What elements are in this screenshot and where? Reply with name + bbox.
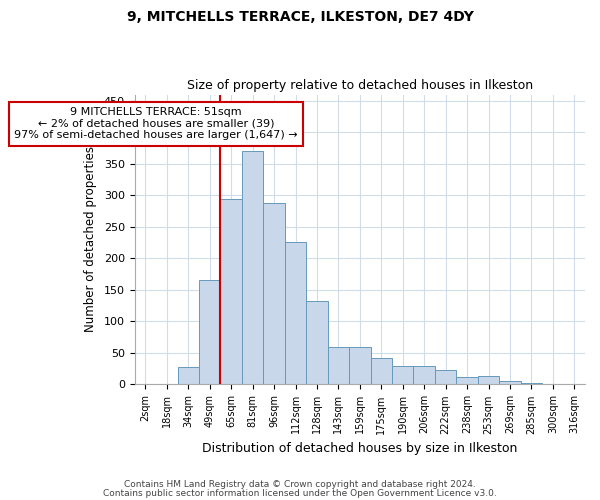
Bar	[349, 346, 371, 385]
X-axis label: Distribution of detached houses by size in Ilkeston: Distribution of detached houses by size …	[202, 442, 518, 455]
Bar	[306, 300, 328, 384]
Bar	[199, 280, 220, 384]
Bar	[478, 376, 499, 384]
Bar	[242, 152, 263, 384]
Bar	[457, 377, 478, 384]
Bar	[220, 198, 242, 384]
Bar	[499, 382, 521, 384]
Bar	[435, 370, 457, 384]
Bar	[392, 366, 413, 384]
Y-axis label: Number of detached properties: Number of detached properties	[84, 146, 97, 332]
Text: 9, MITCHELLS TERRACE, ILKESTON, DE7 4DY: 9, MITCHELLS TERRACE, ILKESTON, DE7 4DY	[127, 10, 473, 24]
Text: Contains HM Land Registry data © Crown copyright and database right 2024.: Contains HM Land Registry data © Crown c…	[124, 480, 476, 489]
Bar	[263, 203, 285, 384]
Text: 9 MITCHELLS TERRACE: 51sqm
← 2% of detached houses are smaller (39)
97% of semi-: 9 MITCHELLS TERRACE: 51sqm ← 2% of detac…	[14, 107, 298, 140]
Bar	[521, 383, 542, 384]
Text: Contains public sector information licensed under the Open Government Licence v3: Contains public sector information licen…	[103, 489, 497, 498]
Bar	[285, 242, 306, 384]
Bar	[178, 367, 199, 384]
Title: Size of property relative to detached houses in Ilkeston: Size of property relative to detached ho…	[187, 79, 533, 92]
Bar	[328, 346, 349, 385]
Bar	[413, 366, 435, 384]
Bar	[371, 358, 392, 384]
